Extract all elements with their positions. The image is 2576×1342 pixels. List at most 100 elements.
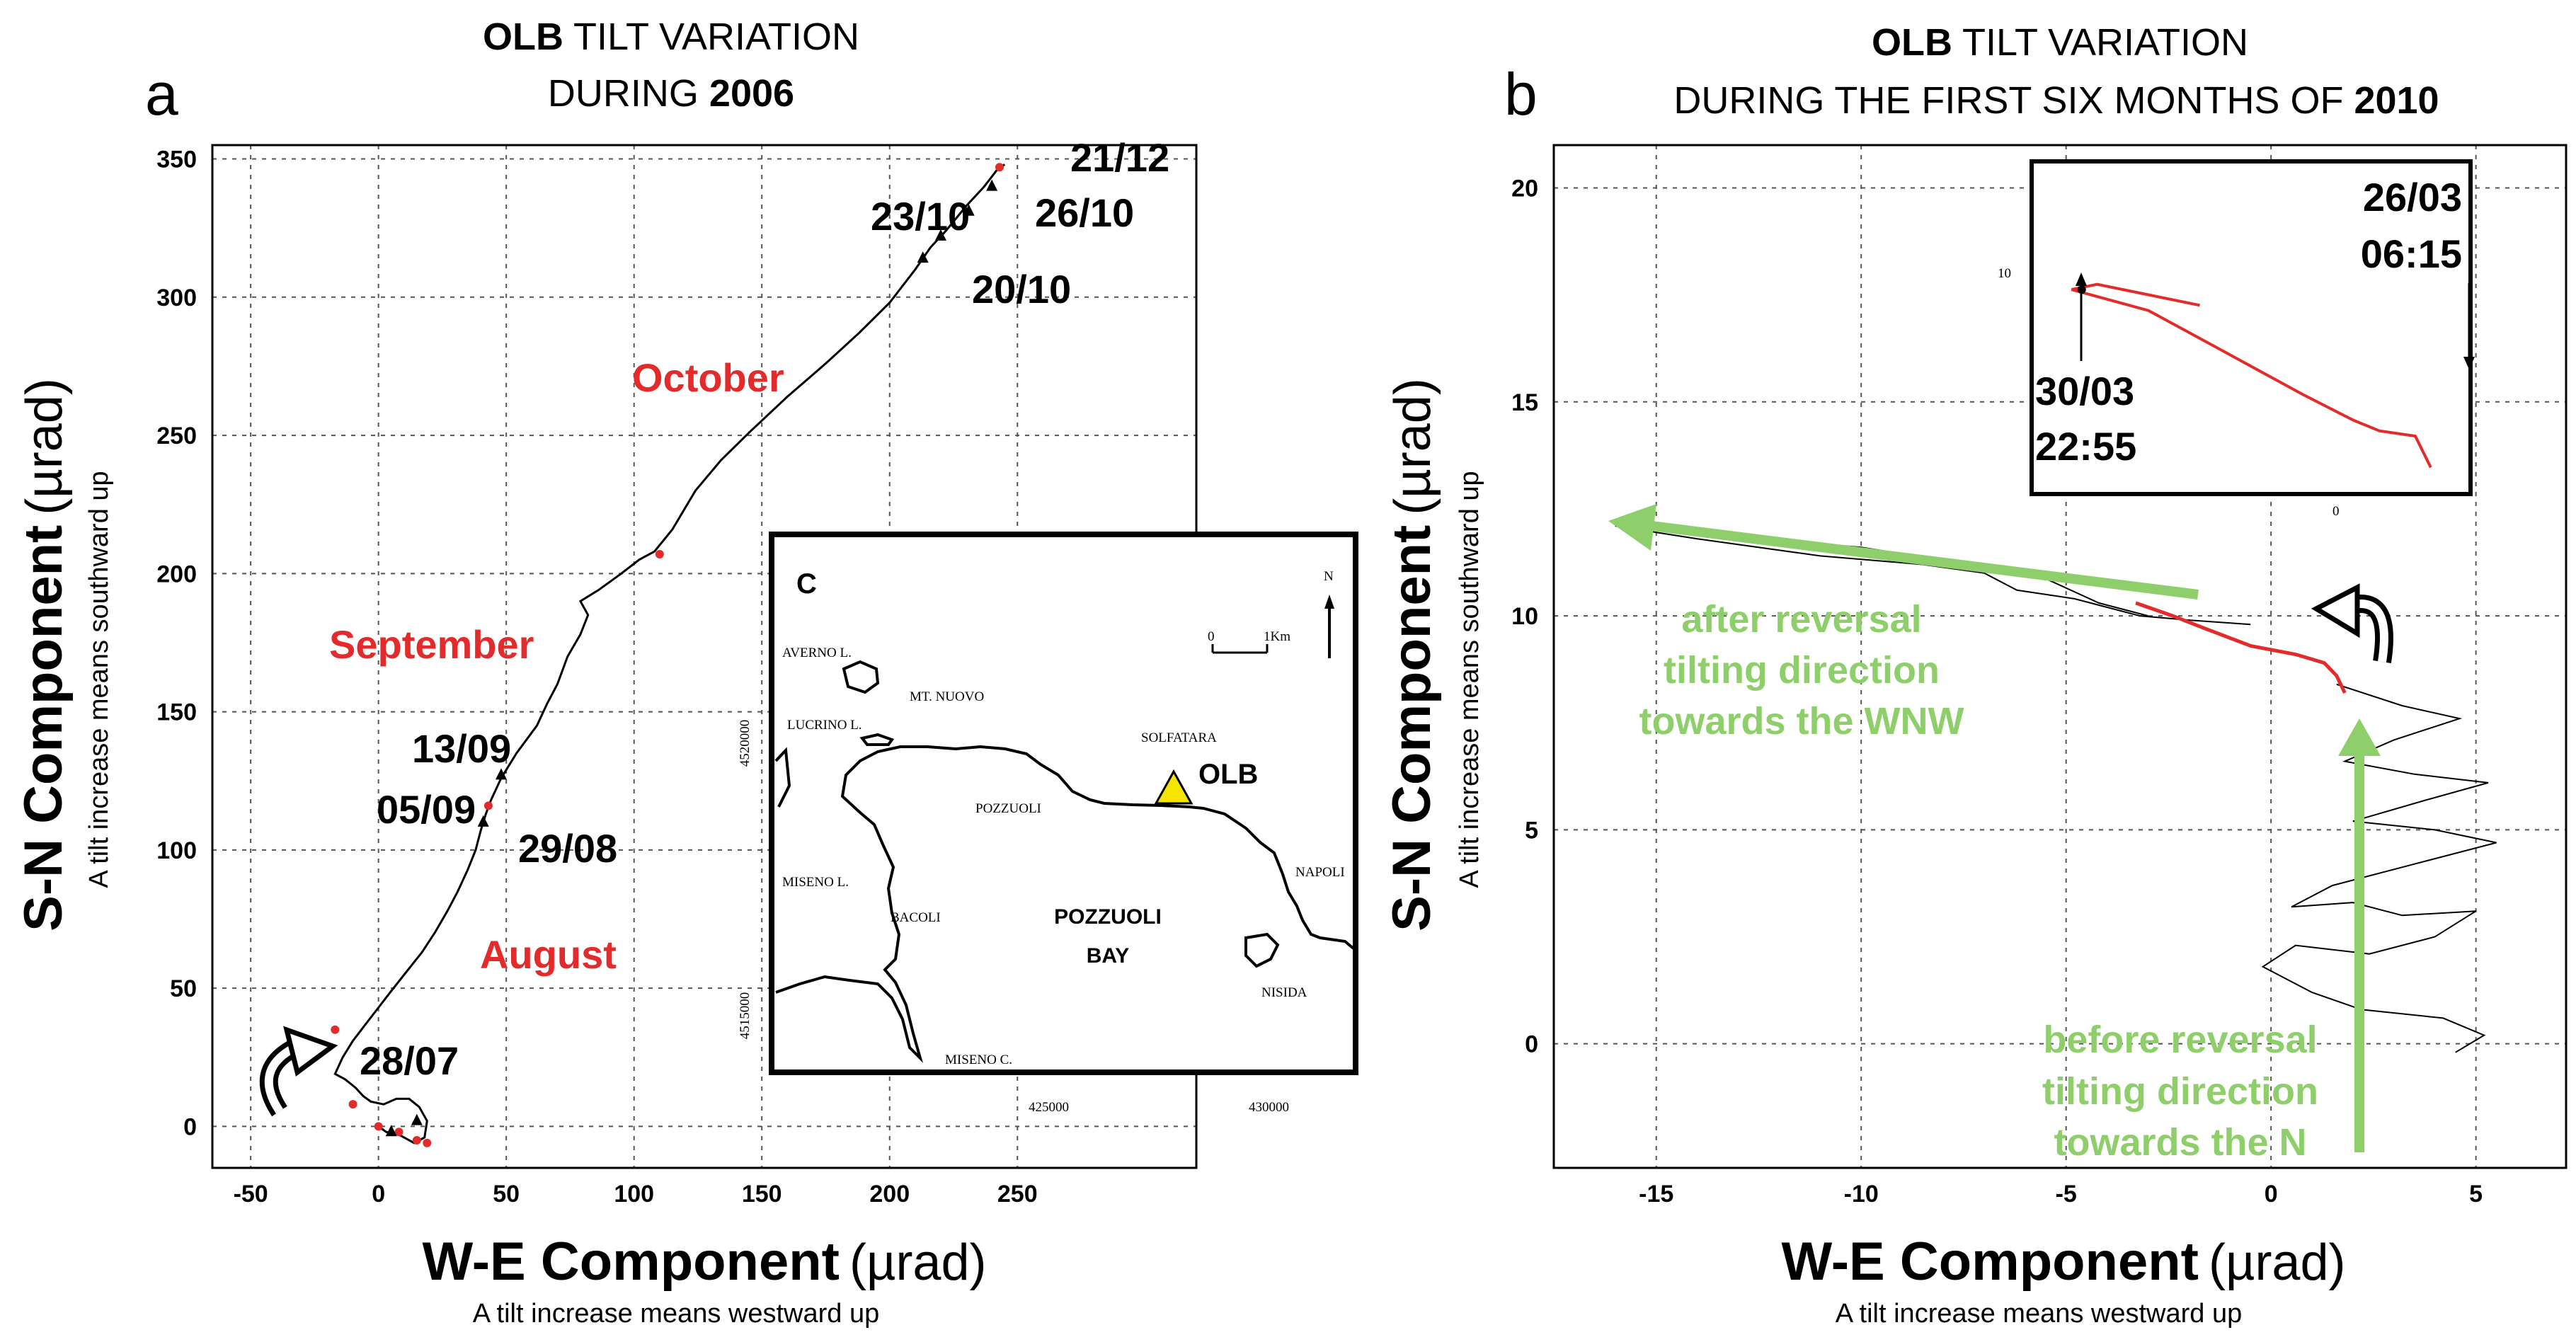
west-coast-shape (774, 747, 791, 808)
y-tick-label: 15 (1511, 389, 1538, 416)
panel-b-inset-series (2071, 282, 2432, 469)
date-label-13-09: 13/09 (412, 726, 511, 771)
tilt-marker-red (655, 550, 664, 558)
map-x-coord-430000: 430000 (1249, 1100, 1289, 1115)
date-marker-triangle (934, 229, 946, 241)
bay-label-line-2: BAY (1087, 944, 1130, 968)
place-miseno-l: MISENO L. (782, 875, 849, 890)
north-label: N (1324, 569, 1334, 584)
panel-b-title-line-2: DURING THE FIRST SIX MONTHS OF 2010 (1673, 79, 2439, 122)
x-tick-label: 200 (869, 1181, 910, 1208)
y-tick-label: 200 (156, 561, 197, 587)
x-tick-label: 50 (493, 1181, 520, 1208)
date-label-29-08: 29/08 (518, 826, 617, 871)
x-tick-label: -15 (1639, 1181, 1673, 1208)
y-tick-label: 10 (1511, 603, 1538, 630)
before-reversal-line-3: towards the N (2054, 1121, 2306, 1164)
panel-b-ylabel-sub: A tilt increase means southward up (1455, 471, 1484, 888)
rotation-arrow-b-icon (2311, 583, 2393, 664)
inset-map: C AVERNO L. MT. NUOVO LUCRINO L. SOLFATA… (738, 532, 1358, 1115)
date-label-23-10: 23/10 (871, 194, 970, 239)
y-tick-label: 150 (156, 699, 197, 726)
y-tick-label: 100 (156, 837, 197, 864)
north-direction-arrow (2338, 718, 2381, 1152)
map-x-coord-425000: 425000 (1029, 1100, 1069, 1115)
y-tick-label: 50 (170, 975, 197, 1002)
date-label-26-03: 26/03 (2363, 175, 2462, 219)
date-marker-triangle (477, 815, 489, 827)
date-marker-triangle (385, 1125, 397, 1137)
tilt-marker-red (412, 1135, 421, 1145)
scale-label-0: 0 (1208, 629, 1215, 644)
lake-lucrino-shape (859, 733, 895, 746)
x-tick-label: 100 (614, 1181, 654, 1208)
scale-label-1km: 1Km (1264, 629, 1290, 644)
map-y-coord-4515000: 4515000 (738, 992, 752, 1040)
olb-station-triangle-icon (1154, 769, 1193, 805)
x-tick-label: 150 (742, 1181, 782, 1208)
date-marker-triangle (917, 251, 929, 263)
panel-a-title-line-1: OLB TILT VARIATION (483, 16, 859, 58)
place-lucrino: LUCRINO L. (787, 718, 862, 733)
panel-b-ticks: -15 -10 -5 0 5 0 5 10 15 20 (1511, 175, 2483, 1208)
lake-averno-shape (842, 660, 880, 694)
y-tick-label: 0 (183, 1113, 197, 1140)
x-tick-label: -10 (1844, 1181, 1879, 1208)
coastline-shape (775, 745, 1355, 1063)
y-tick-label: 350 (156, 147, 197, 173)
time-label-06-15: 06:15 (2361, 231, 2462, 276)
inset-ytick-10: 10 (1998, 266, 2011, 281)
inset-path-main (2071, 288, 2432, 469)
rotation-arrow-icon (259, 1026, 338, 1117)
before-reversal-line-1: before reversal (2043, 1019, 2317, 1061)
panel-a-ylabel: S-N Component(µrad) (13, 378, 74, 931)
panel-a-ticks: -50 0 50 100 150 200 250 0 50 100 150 200 250 300 350 (156, 147, 1037, 1208)
tilt-marker-red (423, 1138, 432, 1147)
date-label-28-07: 28/07 (360, 1038, 459, 1083)
after-reversal-line-2: tilting direction (1664, 649, 1940, 692)
place-miseno-c: MISENO C. (945, 1053, 1012, 1067)
place-pozzuoli: POZZUOLI (975, 801, 1041, 816)
x-tick-label: 0 (2265, 1181, 2278, 1208)
y-tick-label: 250 (156, 423, 197, 449)
panel-b-plot-frame (1552, 144, 2568, 1169)
place-solfatara: SOLFATARA (1141, 730, 1217, 745)
place-nisida: NISIDA (1261, 985, 1307, 1000)
panel-a-xlabel: W-E Component (µrad) (423, 1232, 987, 1292)
x-tick-label: 250 (997, 1181, 1038, 1208)
date-marker-triangle (495, 768, 507, 780)
time-label-22-55: 22:55 (2035, 424, 2136, 469)
arrow-26-03-head-icon (2463, 357, 2475, 369)
before-reversal-line-2: tilting direction (2042, 1070, 2318, 1113)
panel-b-xlabel: W-E Component (µrad) (1782, 1232, 2346, 1292)
panel-b-inset: 10 0 26/03 06:15 30/03 22:55 (1998, 159, 2475, 519)
y-tick-label: 0 (1525, 1031, 1538, 1058)
panel-b-ylabel: S-N Component(µrad) (1382, 378, 1442, 931)
date-label-21-12: 21/12 (1070, 135, 1169, 180)
y-tick-label: 5 (1525, 817, 1538, 844)
y-tick-label: 20 (1511, 175, 1538, 202)
inset-xtick-0: 0 (2332, 504, 2340, 519)
tilt-marker-red (995, 163, 1004, 172)
panel-a-xlabel-sub: A tilt increase means westward up (473, 1299, 880, 1329)
panel-a-ylabel-sub: A tilt increase means southward up (84, 471, 114, 888)
panel-b-label: b (1504, 61, 1538, 127)
x-tick-label: 5 (2469, 1181, 2483, 1208)
panel-a-series (331, 163, 1006, 1147)
panel-a-title-line-2: DURING 2006 (548, 72, 794, 115)
map-scale-bar (1211, 644, 1269, 654)
tilt-path-2010 (2261, 683, 2497, 1053)
wnw-direction-arrow (1608, 504, 2199, 600)
date-label-20-10: 20/10 (972, 267, 1071, 311)
date-label-26-10: 26/10 (1035, 190, 1134, 235)
place-mt-nuovo: MT. NUOVO (910, 689, 984, 704)
panel-a-label: a (145, 61, 178, 127)
arrow-30-03-head-icon (2076, 273, 2087, 286)
olb-station-label: OLB (1198, 759, 1258, 790)
map-y-coord-4520000: 4520000 (738, 720, 752, 767)
after-reversal-line-1: after reversal (1681, 598, 1921, 641)
date-marker-triangle (963, 204, 975, 216)
tilt-marker-red (374, 1122, 383, 1131)
inset-label-c: C (796, 568, 817, 600)
tilt-path-2010-reversal (2135, 601, 2347, 694)
